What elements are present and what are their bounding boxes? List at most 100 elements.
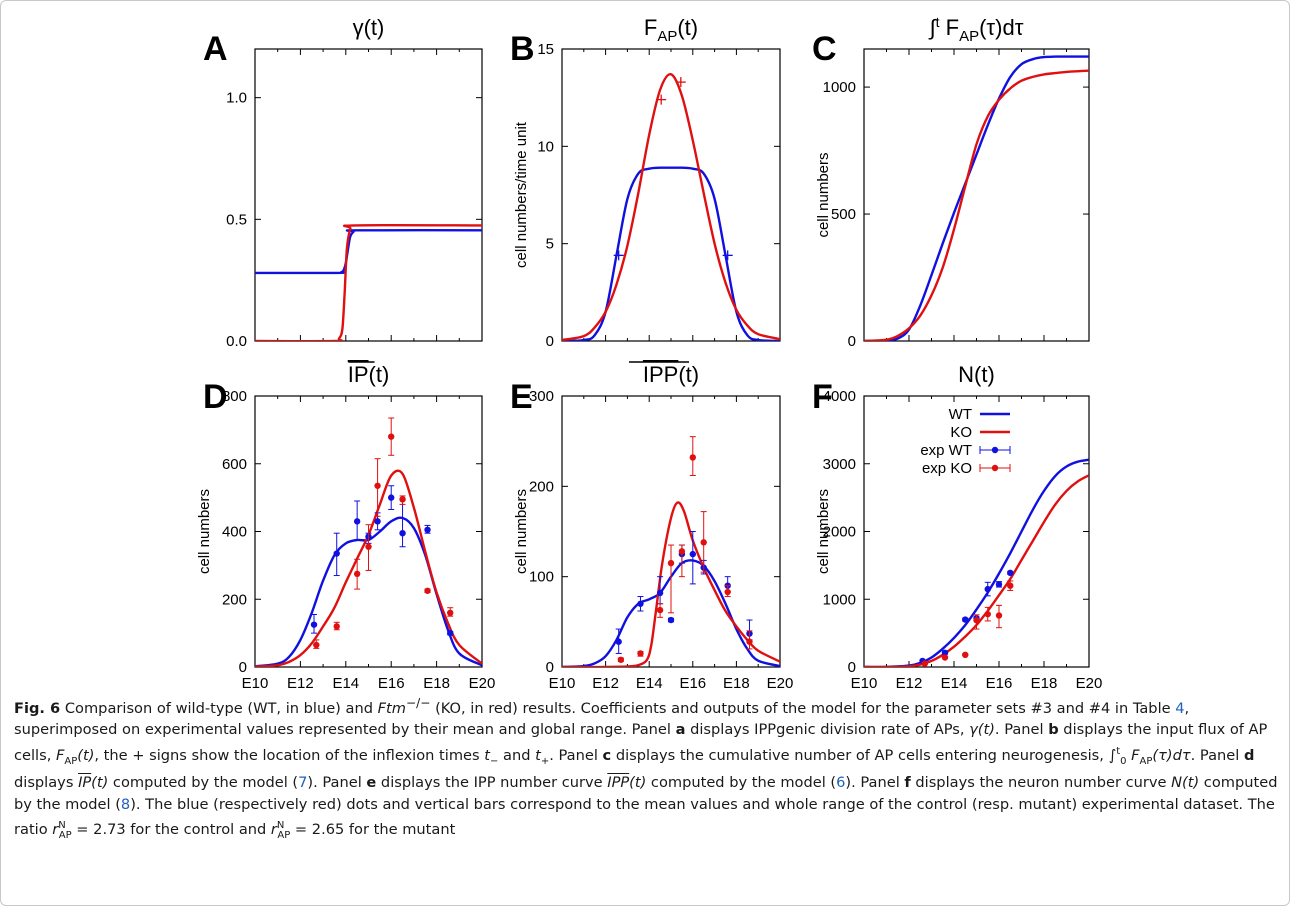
y-tick-label: 0 (848, 333, 856, 350)
exp-point (365, 543, 372, 550)
x-tick-label: E20 (767, 675, 794, 690)
plot-frame (254, 48, 483, 342)
exp-point (637, 600, 644, 607)
caption-text: , superimposed on experimental values re… (14, 699, 1190, 739)
y-tick-label: 5 (546, 236, 554, 253)
exp-point (399, 496, 406, 503)
x-tick-label: E18 (1031, 675, 1058, 690)
caption-integral: ∫ (1108, 746, 1117, 764)
title-sup: t (936, 14, 940, 30)
caption-int-body-sub: AP (1139, 755, 1153, 767)
series-line-ko (562, 501, 780, 667)
series-line-curve (255, 223, 482, 341)
caption-text: . Panel (994, 721, 1049, 739)
y-tick-label: 600 (222, 456, 247, 473)
plot-frame (561, 395, 781, 668)
series-line-curve (562, 166, 780, 341)
caption-fap-t: (t) (77, 746, 95, 764)
caption-text: displays IPPgenic division rate of APs, (685, 721, 970, 739)
y-tick-label: 0.5 (226, 211, 247, 228)
caption-panel-a: a (675, 721, 686, 739)
caption-int-body: F (1126, 746, 1140, 764)
caption-r2-sub: AP (277, 829, 291, 841)
panel-letter: A (203, 30, 228, 68)
y-tick-label: 0 (546, 333, 554, 350)
caption-text: (KO, in red) results. Coefficients and o… (430, 699, 1176, 717)
caption-tminus-sub: − (490, 755, 499, 767)
x-tick-label: E16 (378, 675, 405, 690)
exp-point (941, 654, 949, 661)
legend-label: exp KO (922, 460, 972, 477)
caption-tminus: t (484, 746, 490, 764)
caption-text: displays the neuron number curve (910, 774, 1172, 792)
y-tick-label: 1000 (823, 79, 856, 96)
caption-panel-f: f (904, 774, 911, 792)
exp-point (388, 433, 395, 440)
y-tick-label: 1.0 (226, 90, 247, 107)
caption-eq-link[interactable]: 7 (298, 774, 308, 792)
caption-table-link[interactable]: 4 (1175, 699, 1185, 717)
series-line-curve (864, 69, 1089, 341)
exp-point (656, 606, 664, 614)
x-tick-label: E18 (723, 675, 750, 690)
x-tick-label: E12 (592, 675, 619, 690)
panel-title: IP(t) (348, 362, 390, 387)
title-integral: ∫ (928, 15, 938, 40)
x-tick-label: E14 (332, 675, 359, 690)
exp-point (333, 550, 340, 557)
caption-eq-link[interactable]: 6 (836, 774, 846, 792)
exp-point (424, 587, 431, 594)
exp-point (656, 589, 664, 597)
caption-int-tail: (τ)dτ (1152, 746, 1191, 764)
caption-text: = 2.65 for the mutant (290, 820, 456, 838)
series-line-ko (864, 474, 1089, 667)
caption-r-sub: AP (58, 829, 72, 841)
x-tick-label: E20 (1076, 675, 1103, 690)
caption-panel-c: c (602, 746, 612, 764)
y-tick-label: 0.0 (226, 333, 247, 350)
y-tick-label: 3000 (823, 456, 856, 473)
y-tick-label: 400 (222, 524, 247, 541)
caption-fap-sub: AP (64, 755, 78, 767)
curves (864, 458, 1089, 667)
y-tick-label: 2000 (823, 524, 856, 541)
series-line-curve (562, 73, 780, 341)
caption-tplus-sub: + (540, 755, 550, 767)
caption-text: computed by the model ( (646, 774, 837, 792)
panel-title: FAP(t) (644, 15, 698, 45)
exp-point (1007, 569, 1014, 577)
caption-ftm: Ftm (377, 699, 406, 717)
exp-point (615, 638, 622, 645)
caption-int-sup: t (1116, 745, 1121, 757)
exp-point (353, 570, 361, 578)
y-tick-label: 4000 (823, 388, 856, 405)
caption-text: Comparison of wild-type (WT, in blue) an… (60, 699, 378, 717)
panel-e: E IPP(t) 0 100 200 300 E10 E12 E14 E16 E18 E20 cell … (510, 361, 794, 690)
caption-text: displays the input flux of AP cells, (14, 721, 1268, 764)
exp-point (353, 518, 361, 525)
exp-point (962, 651, 969, 659)
x-tick-label: E20 (469, 675, 496, 690)
x-tick-label: E10 (549, 675, 576, 690)
panel-title: γ(t) (353, 15, 385, 40)
title-sub: AP (657, 28, 677, 45)
caption-eq-link[interactable]: 8 (120, 795, 131, 813)
caption-text: and (498, 746, 536, 764)
caption-gamma: γ(t) (969, 721, 995, 739)
panel-title: IPP(t) (643, 362, 699, 387)
y-axis-label: cell numbers (815, 489, 832, 574)
caption-panel-b: b (1048, 721, 1059, 739)
exp-point (667, 559, 675, 567)
caption-text: displays the IPP number curve (376, 774, 608, 792)
x-tick-label: E16 (986, 675, 1013, 690)
caption-text: displays the cumulative number of AP cel… (611, 746, 1109, 764)
caption-fig-label: Fig. 6 (14, 699, 61, 717)
title-rest: (t) (678, 362, 699, 387)
caption-r: r (52, 820, 59, 838)
exp-point (746, 638, 753, 645)
y-axis-label: cell numbers (815, 152, 832, 237)
x-tick-label: E10 (851, 675, 878, 690)
exp-point (333, 623, 340, 630)
y-tick-label: 500 (831, 206, 856, 223)
exp-point (374, 482, 381, 489)
